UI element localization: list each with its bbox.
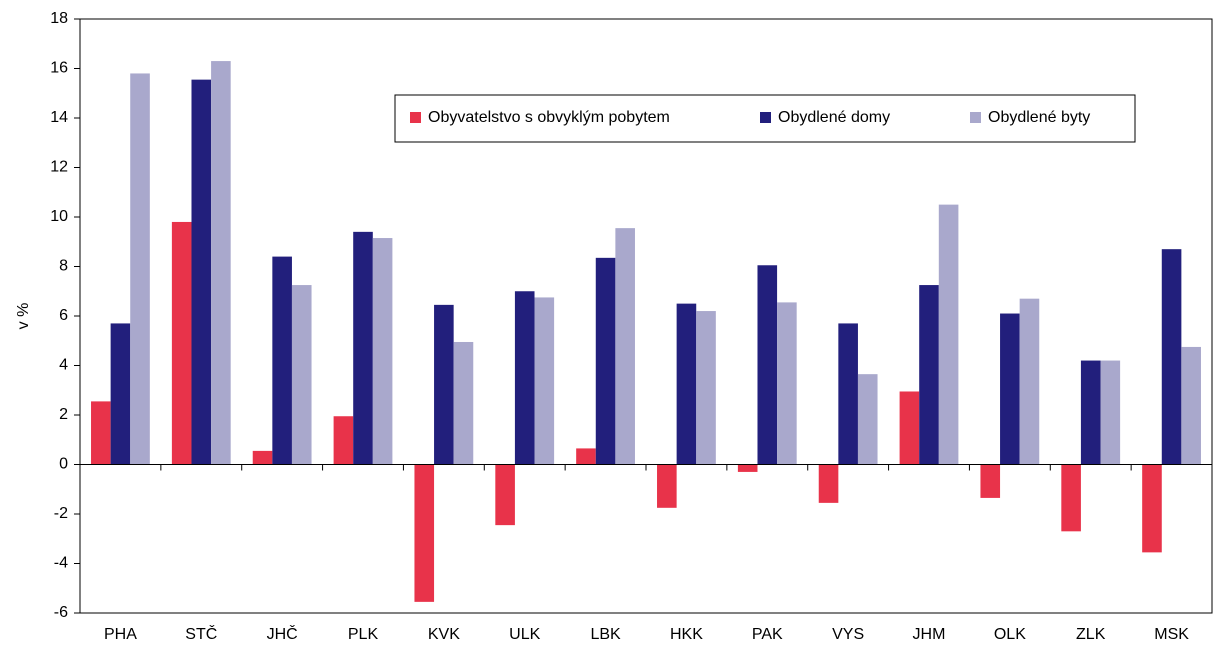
y-axis-label: v %	[15, 303, 32, 330]
bar	[857, 374, 878, 465]
bar	[615, 228, 635, 465]
x-tick-label: VYS	[832, 626, 864, 643]
bar	[453, 341, 474, 465]
bar	[696, 311, 716, 465]
bar	[372, 238, 393, 465]
bar	[657, 464, 677, 508]
bar	[1019, 298, 1040, 465]
bar	[291, 285, 312, 465]
bar	[1061, 464, 1081, 532]
y-tick-label: 18	[50, 10, 68, 27]
x-tick-label: PAK	[752, 626, 783, 643]
x-tick-label: PHA	[104, 626, 137, 643]
x-tick-label: PLK	[348, 626, 379, 643]
y-tick-label: 14	[50, 109, 68, 126]
bar	[1142, 464, 1162, 553]
bar	[938, 204, 959, 465]
x-tick-label: LBK	[590, 626, 621, 643]
bar	[130, 73, 150, 465]
y-tick-label: 2	[59, 406, 68, 423]
bar	[1080, 360, 1101, 465]
bar	[434, 304, 454, 465]
bar	[191, 79, 212, 465]
bar	[737, 464, 758, 472]
y-tick-label: 4	[59, 357, 68, 374]
x-tick-label: STČ	[185, 624, 217, 643]
y-tick-label: 8	[59, 258, 68, 275]
bar	[576, 448, 596, 465]
bar	[110, 323, 131, 465]
x-tick-label: ZLK	[1076, 626, 1106, 643]
bar	[211, 61, 231, 465]
bar	[252, 450, 273, 465]
bar	[676, 303, 697, 465]
y-tick-label: -2	[54, 505, 68, 522]
bar	[1161, 249, 1182, 465]
x-tick-label: ULK	[509, 626, 540, 643]
y-tick-label: 6	[59, 307, 68, 324]
bar	[534, 297, 555, 465]
bar	[757, 265, 778, 465]
x-tick-label: JHČ	[267, 624, 298, 643]
y-tick-label: 12	[50, 159, 68, 176]
legend-swatch	[410, 112, 421, 123]
x-tick-label: HKK	[670, 626, 703, 643]
bar	[838, 323, 858, 465]
x-tick-label: OLK	[994, 626, 1026, 643]
bar	[514, 291, 535, 465]
bar	[353, 231, 373, 465]
bar	[595, 257, 616, 465]
bar	[91, 401, 111, 465]
y-tick-label: -6	[54, 604, 68, 621]
bar	[899, 391, 920, 465]
bar	[1000, 313, 1020, 465]
bar	[272, 256, 292, 465]
bar	[495, 464, 515, 526]
bar	[818, 464, 839, 503]
legend-label: Obydlené byty	[988, 109, 1090, 126]
bar	[333, 416, 354, 465]
legend-swatch	[970, 112, 981, 123]
bar	[919, 285, 939, 465]
legend-label: Obydlené domy	[778, 109, 890, 126]
bar	[980, 464, 1001, 498]
x-tick-label: MSK	[1154, 626, 1189, 643]
bar	[171, 221, 192, 465]
bar	[414, 464, 435, 602]
x-tick-label: KVK	[428, 626, 460, 643]
y-tick-label: 0	[59, 456, 68, 473]
legend-label: Obyvatelstvo s obvyklým pobytem	[428, 109, 670, 126]
bar	[1181, 346, 1201, 465]
x-tick-label: JHM	[913, 626, 946, 643]
bar	[777, 302, 797, 465]
bar	[1100, 360, 1121, 465]
y-tick-label: 16	[50, 60, 68, 77]
y-tick-label: -4	[54, 555, 68, 572]
y-tick-label: 10	[50, 208, 68, 225]
legend-swatch	[760, 112, 771, 123]
